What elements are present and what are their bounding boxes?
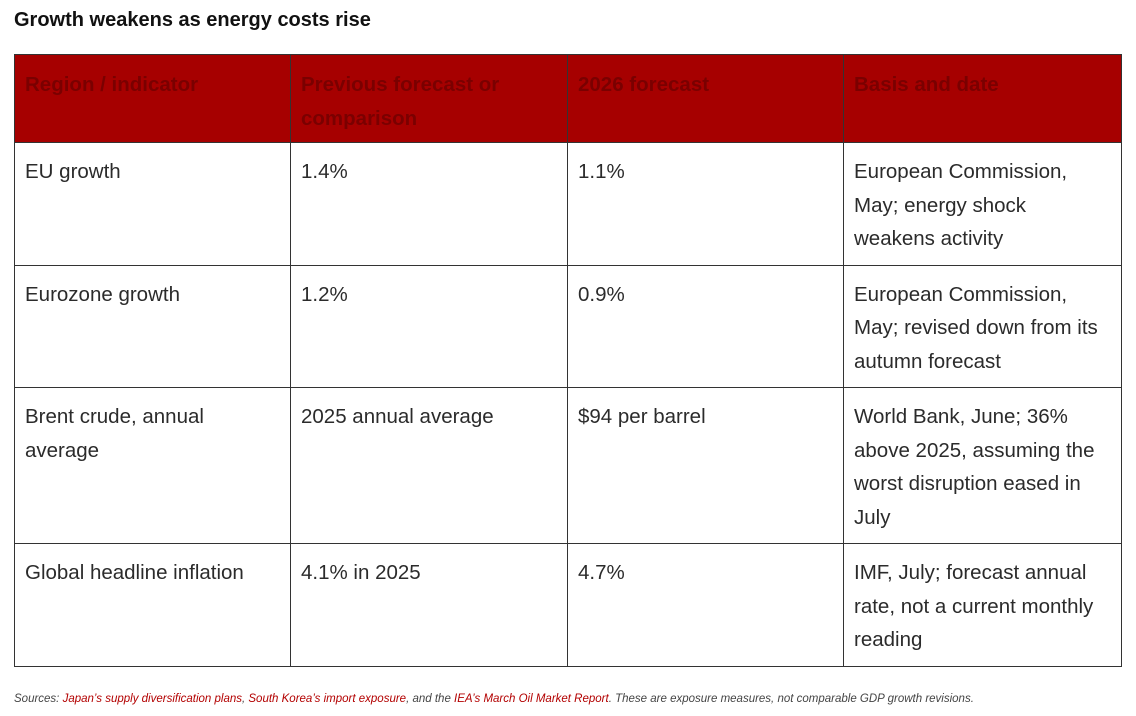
cell-previous: 1.4% bbox=[290, 142, 568, 266]
cell-basis: European Commission, May; energy shock w… bbox=[843, 142, 1122, 266]
cell-forecast: 0.9% bbox=[567, 264, 844, 388]
sources-prefix: Sources: bbox=[14, 693, 63, 705]
forecast-table: Region / indicator Previous forecast or … bbox=[14, 54, 1122, 667]
cell-basis: IMF, July; forecast annual rate, not a c… bbox=[843, 543, 1122, 667]
table-row: Global headline inflation 4.1% in 2025 4… bbox=[14, 543, 1122, 667]
cell-basis: European Commission, May; revised down f… bbox=[843, 264, 1122, 388]
table-title: Growth weakens as energy costs rise bbox=[14, 9, 371, 31]
sources-separator: , and the bbox=[406, 693, 455, 705]
cell-region: Brent crude, annual average bbox=[14, 387, 291, 544]
cell-forecast: $94 per barrel bbox=[567, 387, 844, 544]
cell-previous: 4.1% in 2025 bbox=[290, 543, 568, 667]
cell-forecast: 4.7% bbox=[567, 543, 844, 667]
sources-note: Sources: Japan’s supply diversification … bbox=[14, 691, 974, 707]
header-previous-forecast: Previous forecast or comparison bbox=[290, 54, 568, 143]
table-row: Eurozone growth 1.2% 0.9% European Commi… bbox=[14, 264, 1122, 388]
header-2026-forecast: 2026 forecast bbox=[567, 54, 844, 143]
source-link-japan[interactable]: Japan’s supply diversification plans bbox=[62, 693, 242, 705]
source-link-south-korea[interactable]: South Korea’s import exposure bbox=[248, 693, 407, 705]
sources-separator: , bbox=[242, 693, 249, 705]
cell-previous: 1.2% bbox=[290, 264, 568, 388]
cell-region: Eurozone growth bbox=[14, 264, 291, 388]
table-row: EU growth 1.4% 1.1% European Commission,… bbox=[14, 142, 1122, 266]
cell-forecast: 1.1% bbox=[567, 142, 844, 266]
cell-region: Global headline inflation bbox=[14, 543, 291, 667]
header-region-indicator: Region / indicator bbox=[14, 54, 291, 143]
sources-suffix: . These are exposure measures, not compa… bbox=[608, 693, 974, 705]
source-link-iea-report[interactable]: IEA’s March Oil Market Report bbox=[454, 693, 609, 705]
cell-previous: 2025 annual average bbox=[290, 387, 568, 544]
cell-basis: World Bank, June; 36% above 2025, assumi… bbox=[843, 387, 1122, 544]
header-basis-date: Basis and date bbox=[843, 54, 1122, 143]
cell-region: EU growth bbox=[14, 142, 291, 266]
table-row: Brent crude, annual average 2025 annual … bbox=[14, 387, 1122, 544]
table-header-row: Region / indicator Previous forecast or … bbox=[14, 54, 1122, 143]
